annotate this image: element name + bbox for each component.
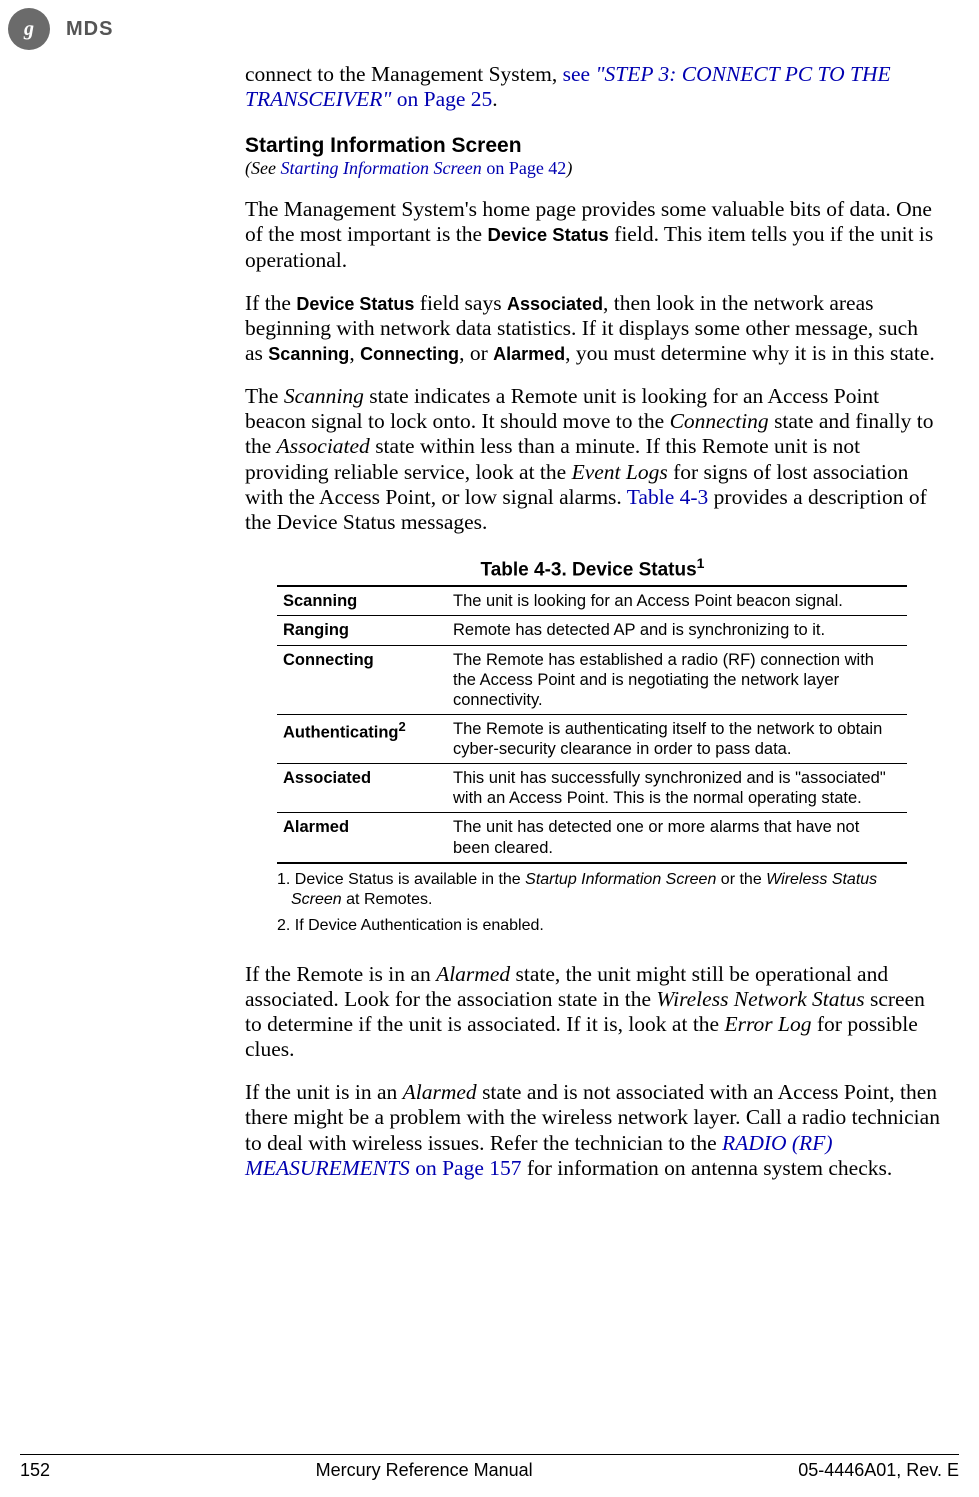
p2-b3: Scanning <box>268 344 349 364</box>
table-caption-text: Table 4-3. Device Status <box>481 559 697 580</box>
fn1-b: or the <box>716 871 766 888</box>
table-row: Ranging Remote has detected AP and is sy… <box>277 616 907 645</box>
status-cell: Alarmed <box>277 813 447 863</box>
cross-ref-starting-info[interactable]: Starting Information Screen <box>280 158 481 178</box>
p4-i1: Alarmed <box>436 962 510 986</box>
footer-doc-id: 05-4446A01, Rev. E <box>798 1460 959 1481</box>
cross-ref-step3-page[interactable]: on Page 25 <box>391 87 492 111</box>
cross-ref-radio-rf-page[interactable]: on Page 157 <box>410 1156 522 1180</box>
status-sup: 2 <box>399 719 406 734</box>
status-text: Authenticating <box>283 723 399 741</box>
p3-i1: Scanning <box>284 384 364 408</box>
paragraph-1: The Management System's home page provid… <box>245 197 940 272</box>
status-cell: Scanning <box>277 586 447 616</box>
table-row: Associated This unit has successfully sy… <box>277 764 907 813</box>
table-row: Scanning The unit is looking for an Acce… <box>277 586 907 616</box>
table-row: Alarmed The unit has detected one or mor… <box>277 813 907 863</box>
cross-ref-starting-info-page[interactable]: on Page 42 <box>482 158 567 178</box>
p2-t1: If the <box>245 291 296 315</box>
fn1-c: at Remotes. <box>342 891 433 908</box>
device-status-table: Scanning The unit is looking for an Acce… <box>277 585 907 863</box>
p3-i2: Connecting <box>670 409 769 433</box>
mds-logo-text: MDS <box>60 18 119 41</box>
page-footer: 152 Mercury Reference Manual 05-4446A01,… <box>20 1460 959 1481</box>
p3-t1: The <box>245 384 284 408</box>
desc-cell: The unit is looking for an Access Point … <box>447 586 907 616</box>
p2-b1: Device Status <box>296 294 414 314</box>
desc-cell: The unit has detected one or more alarms… <box>447 813 907 863</box>
p2-t4: , <box>349 341 360 365</box>
intro-prefix: connect to the Management System, <box>245 62 563 86</box>
footer-page-number: 152 <box>20 1460 50 1481</box>
cross-ref-table-4-3[interactable]: Table 4-3 <box>627 485 708 509</box>
subref-see: See <box>251 158 280 178</box>
p2-b4: Connecting <box>360 344 459 364</box>
p4-t1: If the Remote is in an <box>245 962 436 986</box>
table-row: Authenticating2 The Remote is authentica… <box>277 714 907 763</box>
fn1-i1: Startup Information Screen <box>525 871 716 888</box>
section-heading: Starting Information Screen <box>245 134 940 158</box>
p5-i1: Alarmed <box>403 1080 477 1104</box>
status-cell: Associated <box>277 764 447 813</box>
page-content: connect to the Management System, see "S… <box>245 62 940 1199</box>
desc-cell: Remote has detected AP and is synchroniz… <box>447 616 907 645</box>
fn1-a: 1. Device Status is available in the <box>277 871 525 888</box>
footnote-2: 2. If Device Authentication is enabled. <box>277 916 907 936</box>
desc-cell: The Remote is authenticating itself to t… <box>447 714 907 763</box>
table-caption: Table 4-3. Device Status1 <box>245 555 940 581</box>
status-cell: Connecting <box>277 645 447 714</box>
desc-cell: This unit has successfully synchronized … <box>447 764 907 813</box>
paragraph-5: If the unit is in an Alarmed state and i… <box>245 1080 940 1181</box>
desc-cell: The Remote has established a radio (RF) … <box>447 645 907 714</box>
footer-rule <box>20 1454 959 1455</box>
p2-t2: field says <box>414 291 507 315</box>
p1-b1: Device Status <box>487 224 608 245</box>
p2-b2: Associated <box>507 294 603 314</box>
header-logo-area: g MDS <box>8 8 119 50</box>
subref-close: ) <box>566 158 572 178</box>
intro-see[interactable]: see <box>563 62 596 86</box>
p5-t1: If the unit is in an <box>245 1080 403 1104</box>
p5-t3: for information on antenna system checks… <box>521 1156 892 1180</box>
p2-t6: , you must determine why it is in this s… <box>565 341 935 365</box>
footnote-1: 1. Device Status is available in the Sta… <box>277 870 907 910</box>
intro-paragraph: connect to the Management System, see "S… <box>245 62 940 112</box>
section-subref: (See Starting Information Screen on Page… <box>245 158 940 179</box>
table-caption-sup: 1 <box>697 555 705 571</box>
p2-b5: Alarmed <box>493 344 565 364</box>
ge-logo-text: g <box>24 18 34 41</box>
paragraph-3: The Scanning state indicates a Remote un… <box>245 384 940 535</box>
table-row: Connecting The Remote has established a … <box>277 645 907 714</box>
footer-doc-title: Mercury Reference Manual <box>316 1460 533 1481</box>
table-footnotes: 1. Device Status is available in the Sta… <box>277 870 907 936</box>
p3-i4: Event Logs <box>572 460 668 484</box>
intro-period: . <box>492 87 497 111</box>
status-cell: Authenticating2 <box>277 714 447 763</box>
paragraph-2: If the Device Status field says Associat… <box>245 291 940 366</box>
p4-i2: Wireless Network Status <box>656 987 864 1011</box>
p2-t5: , or <box>459 341 493 365</box>
paragraph-4: If the Remote is in an Alarmed state, th… <box>245 962 940 1063</box>
p4-i3: Error Log <box>724 1012 811 1036</box>
ge-logo-icon: g <box>8 8 50 50</box>
p3-i3: Associated <box>277 434 370 458</box>
status-cell: Ranging <box>277 616 447 645</box>
